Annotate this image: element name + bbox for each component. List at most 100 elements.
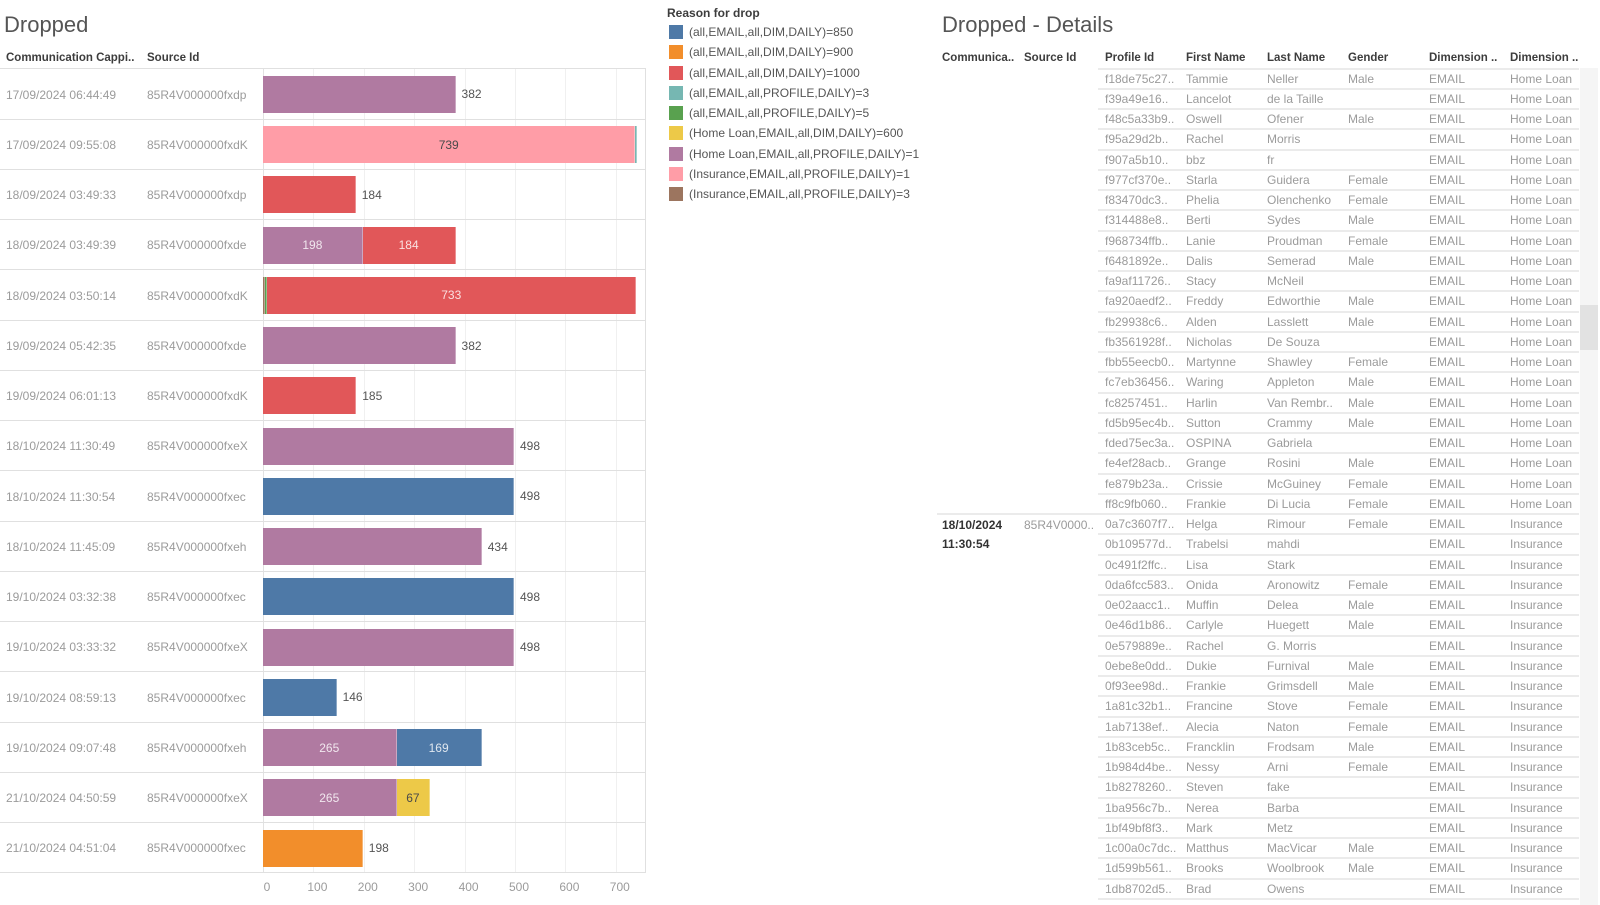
details-row[interactable]: fbb55eecb0.. Martynne Shawley Female EMAIL Ho… <box>1098 353 1579 374</box>
bar-segment[interactable] <box>264 276 268 314</box>
legend-item[interactable]: (Home Loan,EMAIL,all,DIM,DAILY)=600 <box>669 124 903 142</box>
details-row[interactable]: f977cf370e.. Starla Guidera Female EMAIL Home… <box>1098 171 1579 191</box>
source-id-cell[interactable]: 85R4V000000fxec <box>147 489 246 504</box>
details-scrollbar-track[interactable] <box>1580 68 1598 905</box>
details-row[interactable]: 1d599b561.. Brooks Woolbrook Male EMAIL Insur… <box>1098 859 1579 880</box>
source-id-cell[interactable]: 85R4V000000fxeh <box>147 740 247 755</box>
communication-capping-cell[interactable]: 18/09/2024 03:50:14 <box>6 288 117 303</box>
source-id-cell[interactable]: 85R4V000000fxec <box>147 590 246 605</box>
details-row[interactable]: f95a29d2b.. Rachel Morris EMAIL Home Loan <box>1098 130 1579 151</box>
details-row[interactable]: 1b83ceb5c.. Francklin Frodsam Male EMAIL Insu… <box>1098 738 1579 758</box>
details-row[interactable]: f83470dc3.. Phelia Olenchenko Female EMAIL Ho… <box>1098 191 1579 212</box>
bar-segment[interactable] <box>263 75 456 113</box>
details-header-source-id[interactable]: Source Id <box>1024 52 1077 64</box>
legend-item[interactable]: (all,EMAIL,all,PROFILE,DAILY)=3 <box>669 84 869 102</box>
details-row[interactable]: 0ebe8e0dd.. Dukie Furnival Male EMAIL Insuran… <box>1098 657 1579 677</box>
details-row[interactable]: 0c491f2ffc.. Lisa Stark EMAIL Insurance <box>1098 556 1579 576</box>
legend-item[interactable]: (Home Loan,EMAIL,all,PROFILE,DAILY)=1 <box>669 145 919 163</box>
details-row[interactable]: f314488e8.. Berti Sydes Male EMAIL Home Loan <box>1098 211 1579 232</box>
details-row[interactable]: fe4ef28acb.. Grange Rosini Male EMAIL Home Lo… <box>1098 454 1579 475</box>
details-row[interactable]: fb29938c6.. Alden Lasslett Male EMAIL Home Lo… <box>1098 313 1579 333</box>
bar-segment[interactable]: 184 <box>362 226 456 264</box>
bar-segment[interactable]: 67 <box>396 779 431 817</box>
communication-capping-cell[interactable]: 19/10/2024 03:33:32 <box>6 640 117 655</box>
source-id-cell[interactable]: 85R4V000000fxeX <box>147 791 248 806</box>
details-row[interactable]: 1a81c32b1.. Francine Stove Female EMAIL Insur… <box>1098 697 1579 718</box>
legend-item[interactable]: (all,EMAIL,all,DIM,DAILY)=900 <box>669 43 853 61</box>
details-row[interactable]: f18de75c27.. Tammie Neller Male EMAIL Home Lo… <box>1098 70 1579 90</box>
details-row[interactable]: f39a49e16.. Lancelot de la Taille EMAIL Home… <box>1098 90 1579 110</box>
bar-segment[interactable] <box>263 678 337 716</box>
communication-capping-cell[interactable]: 18/09/2024 03:49:33 <box>6 188 117 203</box>
bar-segment[interactable]: 265 <box>263 779 397 817</box>
source-id-cell[interactable]: 85R4V000000fxeX <box>147 640 248 655</box>
details-row[interactable]: f968734ffb.. Lanie Proudman Female EMAIL Home… <box>1098 232 1579 252</box>
details-row[interactable]: fa920aedf2.. Freddy Edworthie Male EMAIL Home… <box>1098 292 1579 313</box>
bar-segment[interactable] <box>263 528 482 566</box>
source-id-cell[interactable]: 85R4V000000fxdp <box>147 87 247 102</box>
communication-capping-cell[interactable]: 21/10/2024 04:50:59 <box>6 791 117 806</box>
communication-capping-cell[interactable]: 18/10/2024 11:30:54 <box>6 489 116 504</box>
details-row[interactable]: 1ba956c7b.. Nerea Barba EMAIL Insurance <box>1098 799 1579 819</box>
bar-segment[interactable] <box>263 477 514 515</box>
details-row[interactable]: f48c5a33b9.. Oswell Ofener Male EMAIL Home Lo… <box>1098 110 1579 131</box>
legend-item[interactable]: (all,EMAIL,all,PROFILE,DAILY)=5 <box>669 104 869 122</box>
group-communication-label[interactable]: 18/10/2024 11:30:54 <box>942 518 1003 551</box>
details-row[interactable]: 0e46d1b86.. Carlyle Huegett Male EMAIL Insura… <box>1098 616 1579 637</box>
details-header-profile-id[interactable]: Profile Id <box>1105 52 1155 64</box>
details-row[interactable]: 1ab7138ef.. Alecia Naton Female EMAIL Insuran… <box>1098 718 1579 738</box>
details-header-last-name[interactable]: Last Name <box>1267 52 1326 64</box>
details-row[interactable]: ff8c9fb060.. Frankie Di Lucia Female EMAIL Ho… <box>1098 495 1579 515</box>
source-id-cell[interactable]: 85R4V000000fxdK <box>147 389 248 404</box>
details-row[interactable]: fc7eb36456.. Waring Appleton Male EMAIL Home … <box>1098 373 1579 394</box>
legend-item[interactable]: (Insurance,EMAIL,all,PROFILE,DAILY)=3 <box>669 185 910 203</box>
details-row[interactable]: fb3561928f.. Nicholas De Souza EMAIL Home Lo… <box>1098 333 1579 353</box>
communication-capping-cell[interactable]: 19/09/2024 06:01:13 <box>6 389 117 404</box>
communication-capping-cell[interactable]: 19/10/2024 03:32:38 <box>6 590 117 605</box>
details-row[interactable]: 1bf49bf8f3.. Mark Metz EMAIL Insurance <box>1098 819 1579 839</box>
legend-item[interactable]: (Insurance,EMAIL,all,PROFILE,DAILY)=1 <box>669 165 910 183</box>
bar-segment[interactable]: 169 <box>396 729 482 767</box>
bar-segment[interactable] <box>263 578 514 616</box>
source-id-cell[interactable]: 85R4V000000fxec <box>147 690 246 705</box>
details-row[interactable]: 1b8278260.. Steven fake EMAIL Insurance <box>1098 778 1579 799</box>
communication-capping-cell[interactable]: 19/10/2024 09:07:48 <box>6 740 117 755</box>
group-source-id[interactable]: 85R4V0000.. <box>1024 518 1095 532</box>
communication-capping-cell[interactable]: 18/10/2024 11:30:49 <box>6 439 116 454</box>
communication-capping-cell[interactable]: 19/10/2024 08:59:13 <box>6 690 117 705</box>
details-scrollbar-thumb[interactable] <box>1580 305 1598 350</box>
details-row[interactable]: 0a7c3607f7.. Helga Rimour Female EMAIL Insura… <box>1098 515 1579 536</box>
details-header-dimension-product[interactable]: Dimension .. <box>1510 52 1579 64</box>
communication-capping-cell[interactable]: 17/09/2024 09:55:08 <box>6 137 117 152</box>
bar-segment[interactable] <box>263 377 357 415</box>
details-row[interactable]: 0e579889e.. Rachel G. Morris EMAIL Insurance <box>1098 637 1579 657</box>
details-header-gender[interactable]: Gender <box>1348 52 1389 64</box>
bar-segment[interactable] <box>263 327 456 365</box>
details-row[interactable]: fd5b95ec4b.. Sutton Crammy Male EMAIL Home Lo… <box>1098 414 1579 434</box>
details-row[interactable]: fded75ec3a.. OSPINA Gabriela EMAIL Home Loan <box>1098 434 1579 455</box>
bar-segment[interactable]: 198 <box>263 226 363 264</box>
details-row[interactable]: 1b984d4be.. Nessy Arni Female EMAIL Insurance <box>1098 758 1579 779</box>
source-id-cell[interactable]: 85R4V000000fxeX <box>147 439 248 454</box>
bar-segment[interactable] <box>263 427 514 465</box>
details-row[interactable]: 0e02aacc1.. Muffin Delea Male EMAIL Insurance <box>1098 596 1579 617</box>
details-row[interactable]: f907a5b10.. bbz fr EMAIL Home Loan <box>1098 151 1579 171</box>
details-row[interactable]: 0b109577d.. Trabelsi mahdi EMAIL Insurance <box>1098 535 1579 556</box>
details-row[interactable]: f6481892e.. Dalis Semerad Male EMAIL Home Loa… <box>1098 252 1579 272</box>
communication-capping-cell[interactable]: 21/10/2024 04:51:04 <box>6 840 117 855</box>
source-id-cell[interactable]: 85R4V000000fxde <box>147 338 247 353</box>
details-row[interactable]: 0f93ee98d.. Frankie Grimsdell Male EMAIL Insu… <box>1098 677 1579 698</box>
bar-segment[interactable]: 265 <box>263 729 397 767</box>
communication-capping-cell[interactable]: 18/09/2024 03:49:39 <box>6 238 117 253</box>
header-communication-capping[interactable]: Communication Cappi.. <box>6 52 135 64</box>
source-id-cell[interactable]: 85R4V000000fxdK <box>147 137 248 152</box>
header-source-id[interactable]: Source Id <box>147 52 200 64</box>
details-row[interactable]: 0da6fcc583.. Onida Aronowitz Female EMAIL Ins… <box>1098 576 1579 596</box>
legend-item[interactable]: (all,EMAIL,all,DIM,DAILY)=850 <box>669 23 853 41</box>
details-row[interactable]: fa9af11726.. Stacy McNeil EMAIL Home Loan <box>1098 272 1579 293</box>
details-row[interactable]: 1db8702d5.. Brad Owens EMAIL Insurance <box>1098 880 1579 900</box>
bar-segment[interactable]: 739 <box>263 126 636 164</box>
details-row[interactable]: 1c00a0c7dc.. Matthus MacVicar Male EMAIL Insu… <box>1098 839 1579 860</box>
source-id-cell[interactable]: 85R4V000000fxec <box>147 840 246 855</box>
details-row[interactable]: fe879b23a.. Crissie McGuiney Female EMAIL Hom… <box>1098 475 1579 495</box>
